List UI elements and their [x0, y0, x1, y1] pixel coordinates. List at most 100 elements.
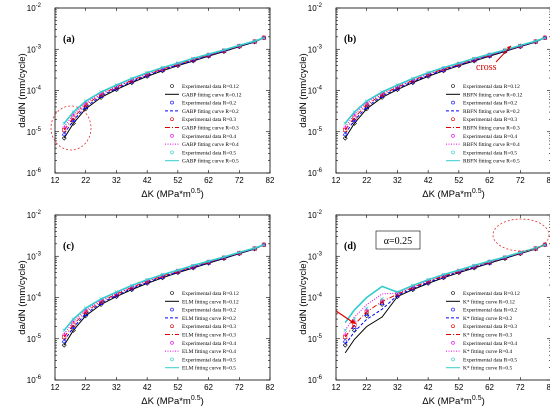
y-tick-label: 10-6	[27, 375, 42, 385]
legend-marker	[451, 324, 455, 328]
y-tick-label: 10-5	[308, 334, 323, 344]
data-point	[145, 70, 149, 75]
x-tick-label: 42	[143, 176, 152, 185]
legend-entry: Experimental data R=0.5	[463, 357, 517, 363]
data-point	[351, 324, 357, 330]
fitting-curve	[344, 244, 546, 331]
legend-entry: ELM fitting curve R=0.12	[182, 298, 239, 305]
legend-marker	[170, 307, 174, 312]
data-point	[533, 39, 538, 43]
legend-marker	[451, 134, 455, 138]
legend-marker	[170, 100, 174, 105]
legend-marker	[451, 84, 455, 88]
data-point	[410, 283, 415, 288]
annotation-ellipse	[50, 105, 92, 151]
legend-entry: Experimental data R=0.2	[182, 101, 236, 107]
plot-frame	[54, 7, 271, 174]
x-axis-label: ΔK (MPa*m0.5)	[141, 188, 204, 200]
legend: Experimental data R=0.12 RBFN fitting cur…	[446, 84, 523, 165]
data-point	[114, 290, 119, 294]
series-R0.4	[62, 35, 266, 130]
data-point	[518, 43, 523, 48]
x-tick-label: 72	[516, 176, 525, 185]
x-tick-label: 52	[454, 383, 463, 392]
panel-label: (d)	[344, 241, 356, 252]
y-tick-label: 10-2	[27, 210, 42, 220]
data-point	[71, 317, 76, 321]
data-point	[99, 297, 103, 301]
legend-entry: ELM fitting curve R=0.5	[182, 365, 236, 372]
data-point	[222, 48, 226, 52]
data-point	[71, 327, 76, 333]
data-point	[70, 324, 76, 330]
legend-entry: GABP fitting curve R=0.3	[182, 125, 239, 132]
legend-marker	[170, 324, 174, 328]
y-tick-label: 10-4	[308, 86, 323, 96]
data-point	[61, 131, 67, 136]
x-tick-label: 62	[204, 176, 213, 185]
data-point	[61, 135, 67, 141]
annotation-arrowhead	[350, 319, 356, 324]
legend-entry: Experimental data R=0.3	[182, 324, 236, 330]
data-point	[160, 65, 165, 70]
data-point	[352, 110, 357, 114]
data-point	[343, 332, 348, 337]
fitting-curve	[63, 244, 265, 335]
data-point	[342, 131, 348, 136]
x-tick-label: 42	[143, 383, 152, 392]
annotation-arrowhead	[507, 46, 511, 50]
y-axis-label: da/dN (mm/cycle)	[17, 260, 28, 334]
series-R0.5	[343, 35, 547, 126]
data-point	[441, 272, 446, 277]
data-point	[352, 120, 357, 126]
data-point	[190, 57, 196, 63]
data-point	[206, 52, 211, 56]
legend-entry: ELM fitting curve R=0.3	[182, 332, 236, 339]
y-axis-label: da/dN (mm/cycle)	[298, 260, 309, 334]
data-point	[83, 99, 88, 104]
y-tick-label: 10-3	[308, 44, 323, 54]
x-tick-label: 22	[81, 176, 90, 185]
legend-entry: Experimental data R=0.5	[463, 150, 517, 156]
data-point	[342, 342, 348, 348]
panel-label: (c)	[63, 241, 74, 252]
data-point	[343, 121, 348, 126]
y-tick-label: 10-3	[27, 44, 42, 54]
chart-panel-4: 12 22 32 42 52 62 72 82 10-6 10-5 10-4 10-3 10-2 ΔK (…	[298, 210, 550, 407]
data-point	[176, 61, 180, 65]
data-point	[206, 259, 211, 263]
y-tick-label: 10-4	[308, 293, 323, 303]
x-tick-label: 32	[393, 176, 402, 185]
data-point	[222, 255, 226, 259]
x-axis-label: ΔK (MPa*m0.5)	[141, 395, 204, 407]
data-point	[62, 332, 67, 337]
x-tick-label: 62	[485, 383, 494, 392]
data-point	[129, 283, 134, 288]
legend-entry: Experimental data R=0.12	[182, 291, 239, 297]
data-point	[472, 56, 477, 61]
data-point	[129, 76, 134, 81]
legend-entry: RBFN fitting curve R=0.2	[463, 108, 520, 115]
x-tick-label: 82	[547, 176, 550, 185]
data-point	[71, 120, 76, 126]
legend-entry: Experimental data R=0.12	[463, 291, 520, 297]
x-tick-label: 12	[332, 176, 341, 185]
legend-entry: Experimental data R=0.12	[463, 84, 520, 90]
legend-entry: RBFN fitting curve R=0.4	[463, 141, 520, 148]
legend-marker	[170, 357, 174, 362]
plot-frame	[335, 7, 550, 174]
data-point	[426, 277, 430, 282]
y-tick-label: 10-6	[27, 168, 42, 178]
x-tick-label: 22	[362, 176, 371, 185]
legend-entry: K* fitting curve R=0.5	[463, 365, 512, 372]
x-tick-label: 52	[454, 176, 463, 185]
x-tick-label: 62	[485, 176, 494, 185]
series-R0.12	[342, 242, 548, 354]
data-point	[395, 290, 400, 294]
data-point	[62, 121, 67, 126]
legend-entry: ELM fitting curve R=0.2	[182, 315, 236, 322]
data-point	[62, 125, 67, 130]
annotation-cross-label: cross	[476, 62, 497, 73]
